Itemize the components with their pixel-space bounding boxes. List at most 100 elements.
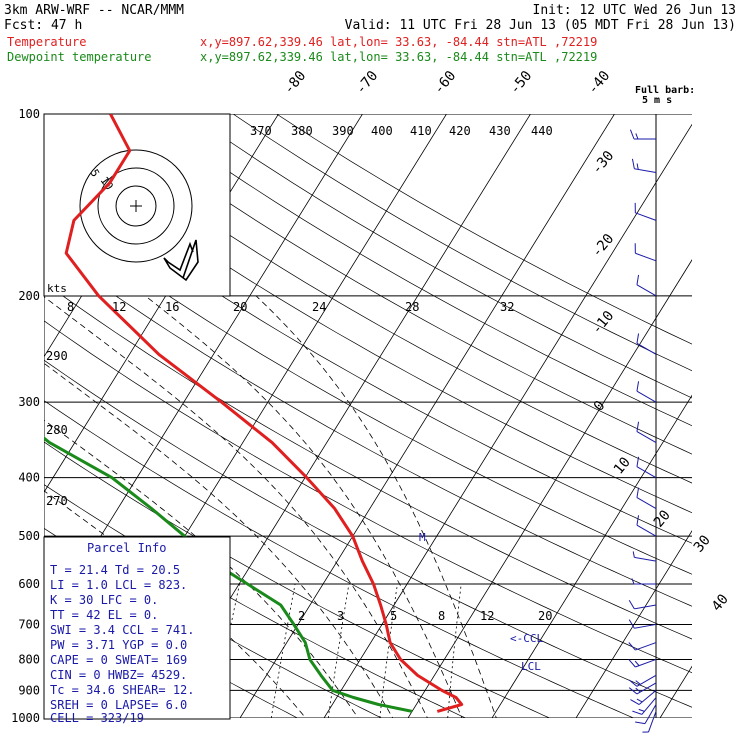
init-time: Init: 12 UTC Wed 26 Jun 13 <box>533 3 737 18</box>
wind-barb-flag <box>635 133 639 140</box>
theta-label: 390 <box>332 124 354 138</box>
parcel-row: T = 21.4 Td = 20.5 <box>50 563 180 577</box>
wind-barb-staff <box>636 284 657 297</box>
parcel-row: K = 30 LFC = 0. <box>50 593 158 607</box>
pressure-tick-label: 800 <box>18 652 40 666</box>
wind-barb-flag <box>635 721 646 725</box>
moist-adiabat <box>145 295 463 718</box>
dry-adiabat <box>189 114 692 399</box>
wind-barb <box>636 487 657 509</box>
moist-adiabat <box>44 362 394 718</box>
wind-barb-flag <box>628 679 638 687</box>
speed-axis-label: 16 <box>165 300 179 314</box>
isotherm <box>659 665 692 718</box>
isotherm-label: 10 <box>611 454 634 477</box>
wind-barb <box>628 599 657 610</box>
legend-dewpoint-name: Dewpoint temperature <box>7 50 152 64</box>
wind-barb-staff <box>635 212 657 221</box>
speed-axis-label: 20 <box>233 300 247 314</box>
wind-barb-staff <box>634 623 657 629</box>
marker-lcl: LCL <box>521 660 541 673</box>
parcel-row: Tc = 34.6 SHEAR= 12. <box>50 683 195 697</box>
isotherm-label: -40 <box>585 68 614 98</box>
wind-barb <box>632 551 657 562</box>
isotherm <box>0 94 39 738</box>
markers: M <-CCL LCL <box>419 531 543 673</box>
isotherm <box>491 394 692 718</box>
wind-barb <box>630 689 657 705</box>
wind-barb <box>628 682 657 695</box>
isotherm-label: 40 <box>709 591 732 614</box>
mixing-ratio-label: 20 <box>538 609 552 623</box>
wind-barb-flag <box>635 687 641 693</box>
pressure-tick-label: 300 <box>18 395 40 409</box>
dewpoint-profile <box>44 436 413 713</box>
barb-legend-line1: Full barb: <box>635 85 695 96</box>
wind-barb-staff <box>636 431 657 444</box>
wind-barb-flag <box>636 698 643 703</box>
mixing-ratio-label: 12 <box>480 609 494 623</box>
wind-barb-staff <box>634 556 657 562</box>
dry-adiabat <box>145 114 692 427</box>
mixing-ratio-label: 5 <box>390 609 397 623</box>
parcel-row: CIN = 0 HWBZ= 4529. <box>50 668 187 682</box>
legend-temperature-name: Temperature <box>7 35 86 49</box>
dry-adiabat <box>44 136 692 514</box>
isotherm-label: -60 <box>431 68 460 98</box>
wind-barb-flag <box>634 660 640 666</box>
wind-barb-flag <box>628 687 638 695</box>
speed-axis-label: 12 <box>112 300 126 314</box>
wind-barb-staff <box>634 604 657 610</box>
wind-barb-flag <box>636 163 639 170</box>
legend-dewpoint-info: x,y=897.62,339.46 lat,lon= 33.63, -84.44… <box>200 50 597 64</box>
theta-label: 430 <box>489 124 511 138</box>
wind-barb <box>634 202 657 221</box>
dry-adiabat <box>44 171 692 544</box>
wind-barb <box>631 158 657 174</box>
parcel-row: LI = 1.0 LCL = 823. <box>50 578 187 592</box>
hodograph-ring <box>97 167 175 245</box>
hodograph-trace <box>163 239 199 282</box>
dry-adiabat <box>58 114 692 484</box>
wind-barb-flag <box>635 680 641 685</box>
wind-barb-flag <box>629 129 635 140</box>
wind-barb-staff <box>636 524 657 537</box>
wind-barb <box>628 642 657 651</box>
wind-barb-flag <box>628 642 636 651</box>
isotherm-label: 0 <box>591 398 609 415</box>
isotherm-label: -20 <box>589 231 618 261</box>
parcel-row: CAPE = 0 SWEAT= 169 <box>50 653 187 667</box>
theta-left-label: 270 <box>46 494 68 508</box>
wind-barb <box>636 421 657 444</box>
moist-adiabat <box>255 295 497 718</box>
wind-barb-staff <box>635 642 657 651</box>
wind-barb <box>632 697 657 715</box>
speed-axis-label: 8 <box>67 300 74 314</box>
dry-adiabat <box>276 114 692 345</box>
dry-adiabat <box>44 281 692 640</box>
speed-axis-label: 32 <box>500 300 514 314</box>
header: 3km ARW-WRF -- NCAR/MMM Fcst: 47 h Init:… <box>4 3 736 64</box>
wind-barb-flag <box>631 158 635 169</box>
theta-label: 380 <box>291 124 313 138</box>
forecast-hour: Fcst: 47 h <box>4 18 82 33</box>
wind-barb-staff <box>636 390 657 403</box>
dry-adiabat <box>44 320 692 674</box>
isotherm-label: -70 <box>353 68 382 98</box>
pressure-tick-label: 1000 <box>11 711 40 725</box>
wind-barb-flag <box>628 599 635 610</box>
pressure-tick-label: 100 <box>18 107 40 121</box>
pressure-tick-label: 900 <box>18 683 40 697</box>
wind-barb <box>629 129 656 140</box>
isotherm-label: 20 <box>651 507 674 530</box>
theta-label: 400 <box>371 124 393 138</box>
parcel-row: PW = 3.71 YGP = 0.0 <box>50 638 187 652</box>
pressure-tick-label: 200 <box>18 289 40 303</box>
dry-adiabat <box>44 572 299 718</box>
wind-barb-flag <box>628 659 636 668</box>
wind-barb-flag <box>630 699 640 705</box>
parcel-info-panel: Parcel Info T = 21.4 Td = 20.5 LI = 1.0 … <box>43 536 231 725</box>
dry-adiabat <box>44 207 692 575</box>
pressure-tick-label: 700 <box>18 617 40 631</box>
